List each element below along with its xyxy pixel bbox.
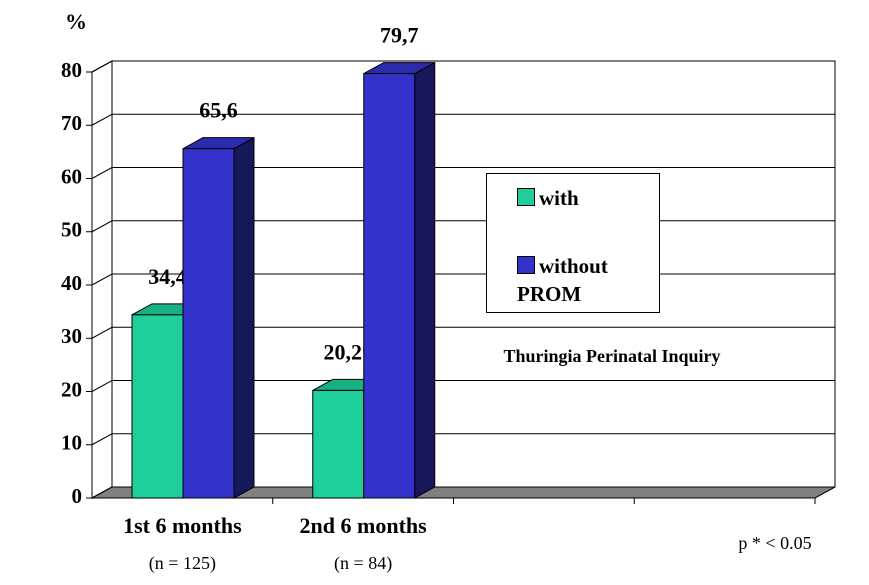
bar [182,148,235,499]
x-tick-note: (n = 84) [334,553,392,574]
y-tick-label: 30 [61,324,82,348]
value-label: 34,4 [148,264,187,289]
grid-line [91,326,835,339]
bar [363,73,416,499]
y-tick-label: 20 [61,377,82,401]
x-tick-note: (n = 125) [149,553,216,574]
grid-line [91,380,835,392]
legend-item: without PROM [517,252,627,308]
y-tick-label: 70 [61,111,82,135]
x-tick-label: 2nd 6 months [300,513,428,538]
y-tick-label: 80 [61,58,82,82]
legend-swatch [517,256,535,274]
legend: with without PROM [486,173,660,313]
legend-label: without PROM [517,254,608,306]
y-tick-label: 0 [72,484,83,508]
grid-line [91,433,835,446]
bar-side [414,61,436,499]
x-tick-label: 1st 6 months [123,513,242,538]
bar-side [233,136,255,499]
floor [91,486,836,499]
grid-line [91,60,835,73]
value-label: 79,7 [380,23,419,48]
legend-item: with [517,184,627,212]
legend-swatch [517,188,535,206]
legend-label: with [539,186,579,210]
bar [131,314,184,499]
y-tick-label: 10 [61,431,82,455]
annotation: Thuringia Perinatal Inquiry [503,346,720,366]
value-label: 65,6 [199,98,238,123]
y-tick-label: 60 [61,164,82,188]
annotation: p * < 0.05 [738,533,811,553]
plot: 0 10 20 30 40 50 60 70 80 1st 6 months (n = 125) 2n… [61,23,836,574]
grid-line [91,113,835,126]
y-axis-label: % [65,9,87,34]
y-tick-label: 40 [61,271,82,295]
bar [312,389,365,499]
grid-line [91,167,835,179]
y-tick-label: 50 [61,218,82,242]
